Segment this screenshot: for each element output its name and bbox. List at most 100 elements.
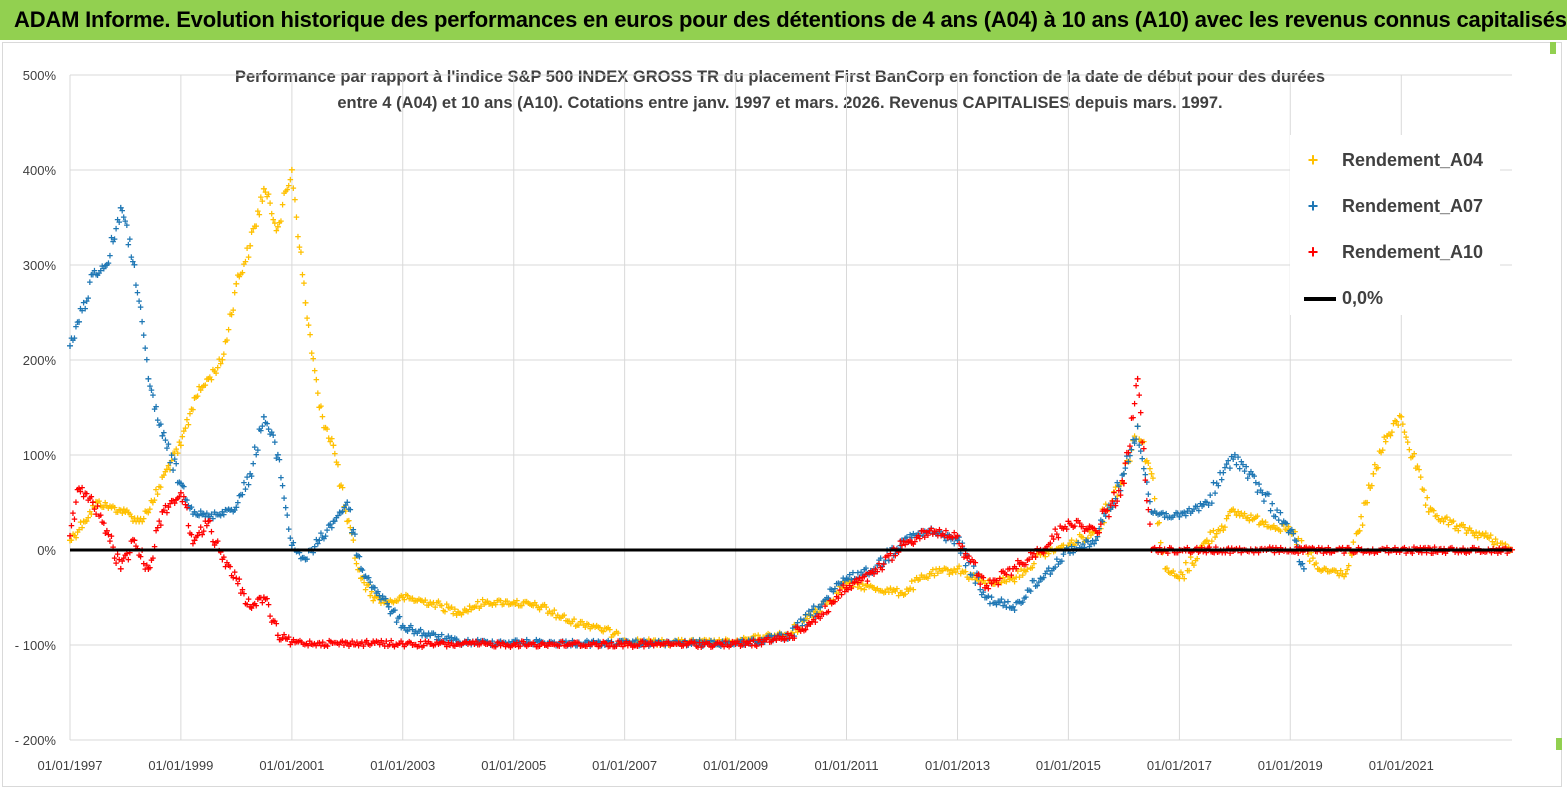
data-point: + bbox=[585, 619, 591, 631]
resize-handle-top[interactable] bbox=[1550, 42, 1556, 54]
data-point: + bbox=[1211, 548, 1217, 560]
data-point: + bbox=[381, 593, 387, 605]
data-point: + bbox=[760, 630, 767, 644]
data-point: + bbox=[1170, 512, 1176, 524]
data-point: + bbox=[1075, 538, 1081, 550]
data-point: + bbox=[227, 309, 233, 321]
data-point: + bbox=[119, 508, 125, 520]
data-point: + bbox=[786, 630, 792, 642]
data-point: + bbox=[326, 636, 332, 648]
data-point: + bbox=[197, 385, 203, 397]
data-point: + bbox=[723, 638, 729, 650]
data-point: + bbox=[114, 549, 120, 561]
data-point: + bbox=[460, 638, 466, 650]
data-point: + bbox=[983, 581, 989, 593]
data-point: + bbox=[696, 635, 702, 647]
data-point: + bbox=[561, 641, 567, 653]
data-point: + bbox=[585, 637, 591, 649]
data-point: + bbox=[403, 625, 409, 637]
data-point: + bbox=[66, 534, 73, 548]
data-point: + bbox=[602, 638, 608, 650]
data-point: + bbox=[908, 538, 914, 550]
data-point: + bbox=[313, 375, 319, 387]
data-point: + bbox=[859, 570, 865, 582]
data-point: + bbox=[1021, 566, 1027, 578]
data-point: + bbox=[79, 483, 85, 495]
data-point: + bbox=[250, 459, 256, 471]
data-point: + bbox=[771, 633, 777, 645]
data-point: + bbox=[744, 634, 750, 646]
data-point: + bbox=[974, 574, 980, 586]
data-point: + bbox=[938, 531, 944, 543]
data-point: + bbox=[845, 574, 851, 586]
data-point: + bbox=[612, 642, 618, 654]
data-point: + bbox=[691, 638, 697, 650]
data-point: + bbox=[473, 638, 479, 650]
resize-handle-bottom[interactable] bbox=[1556, 738, 1562, 750]
data-point: + bbox=[546, 637, 552, 649]
data-point: + bbox=[430, 640, 436, 652]
data-point: + bbox=[161, 470, 167, 482]
data-point: + bbox=[1238, 457, 1244, 469]
data-point: + bbox=[752, 640, 758, 652]
data-point: + bbox=[370, 582, 376, 594]
data-point: + bbox=[665, 637, 671, 649]
data-point: + bbox=[214, 509, 220, 521]
data-point: + bbox=[1227, 548, 1233, 560]
data-point: + bbox=[1246, 516, 1252, 528]
data-point: + bbox=[298, 554, 304, 566]
data-point: + bbox=[856, 573, 862, 585]
data-point: + bbox=[329, 638, 335, 650]
data-point: + bbox=[956, 538, 962, 550]
data-point: + bbox=[103, 524, 110, 538]
data-point: + bbox=[140, 559, 146, 571]
data-point: + bbox=[193, 392, 199, 404]
data-point: + bbox=[281, 493, 287, 505]
data-point: + bbox=[465, 639, 471, 651]
data-point: + bbox=[88, 492, 94, 504]
data-point: + bbox=[204, 521, 210, 533]
data-point: + bbox=[572, 640, 578, 652]
data-point: + bbox=[344, 496, 351, 510]
data-point: + bbox=[1036, 547, 1042, 559]
data-point: + bbox=[90, 501, 96, 513]
data-point: + bbox=[1231, 505, 1238, 519]
data-point: + bbox=[1287, 524, 1294, 538]
data-point: + bbox=[1106, 512, 1112, 524]
data-point: + bbox=[274, 629, 281, 643]
data-point: + bbox=[1362, 497, 1368, 509]
data-point: + bbox=[608, 638, 614, 650]
data-point: + bbox=[406, 637, 412, 649]
data-point: + bbox=[828, 584, 834, 596]
data-point: + bbox=[568, 641, 574, 653]
data-point: + bbox=[1114, 491, 1120, 503]
data-point: + bbox=[1223, 514, 1229, 526]
data-point: + bbox=[1222, 548, 1228, 560]
data-point: + bbox=[85, 513, 91, 525]
data-point: + bbox=[292, 637, 298, 649]
data-point: + bbox=[398, 590, 404, 602]
data-point: + bbox=[390, 605, 396, 617]
data-point: + bbox=[657, 640, 663, 652]
data-point: + bbox=[1165, 513, 1171, 525]
data-point: + bbox=[111, 553, 117, 565]
data-point: + bbox=[762, 637, 768, 649]
data-point: + bbox=[620, 641, 626, 653]
data-point: + bbox=[773, 633, 779, 645]
data-point: + bbox=[514, 596, 520, 608]
data-point: + bbox=[286, 524, 292, 536]
data-point: + bbox=[1145, 458, 1151, 470]
data-point: + bbox=[339, 636, 345, 648]
data-point: + bbox=[1304, 546, 1310, 558]
data-point: + bbox=[877, 553, 883, 565]
data-point: + bbox=[814, 608, 820, 620]
data-point: + bbox=[264, 191, 270, 203]
data-point: + bbox=[1267, 506, 1273, 518]
data-point: + bbox=[949, 532, 955, 544]
data-point: + bbox=[1235, 506, 1241, 518]
data-point: + bbox=[1256, 519, 1262, 531]
data-point: + bbox=[1000, 566, 1006, 578]
data-point: + bbox=[208, 509, 214, 521]
data-point: + bbox=[819, 609, 825, 621]
data-point: + bbox=[1274, 523, 1280, 535]
